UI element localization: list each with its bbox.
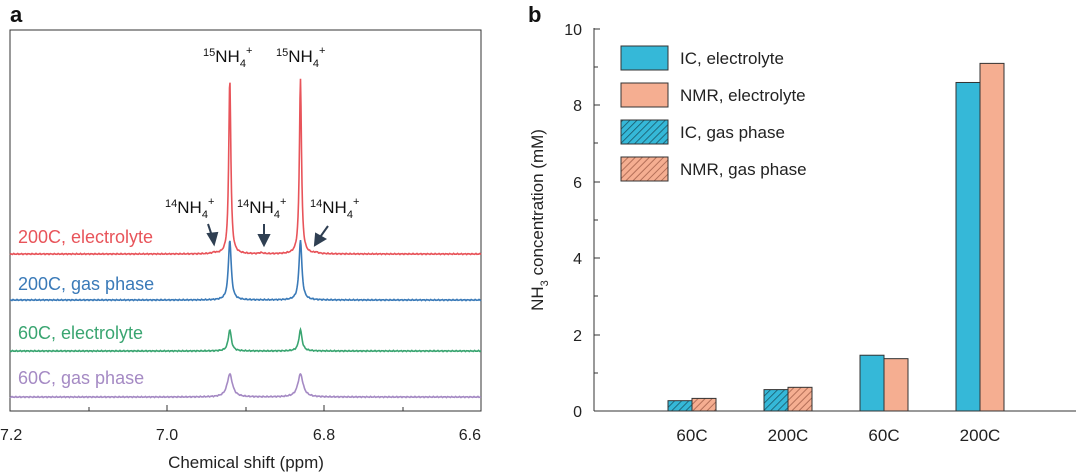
panel-b-ytick-0: 0 [573,404,582,421]
panel-b-xtick-60c-electrolyte: 60C [868,426,899,445]
legend-label-nmr-electrolyte: NMR, electrolyte [680,86,806,105]
legend-swatch-ic-gas-phase [620,119,669,145]
bar-nmr-gas-phase-200c [787,386,813,412]
peak-label-15nh4-left: 15NH4+ [203,45,252,70]
peak-label-14nh4-middle: 14NH4+ [237,196,286,221]
panel-a-xtick-6.6: 6.6 [459,427,481,444]
panel-a: a 200C, electrolyte 200C, gas phase 60C,… [0,2,482,472]
legend-label-nmr-gas-phase: NMR, gas phase [680,160,807,179]
peak-label-14nh4-left: 14NH4+ [165,196,214,221]
panel-a-xtick-6.8: 6.8 [313,427,335,444]
panel-b-ytick-10: 10 [564,22,582,39]
legend-label-ic-gas-phase: IC, gas phase [680,123,785,142]
bar-nmr-electrolyte-60c [883,358,909,412]
series-label-60c-gas-phase: 60C, gas phase [18,368,144,388]
panel-a-x-axis [9,405,482,411]
panel-b-xtick-200c-gas: 200C [768,426,809,445]
arrow-14nh4-left [206,223,219,247]
bar-group [667,62,1005,412]
bar-ic-gas-phase-200c [763,389,789,412]
panel-b-letter: b [528,2,541,27]
panel-b-xtick-60c-gas: 60C [676,426,707,445]
bar-nmr-electrolyte-200c [979,62,1005,412]
legend-swatch-nmr-electrolyte [620,82,669,108]
spectrum-line-60c-gas-phase [9,372,482,399]
panel-b-xtick-200c-electrolyte: 200C [960,426,1001,445]
panel-a-xlabel: Chemical shift (ppm) [168,453,324,472]
legend: IC, electrolyte NMR, electrolyte IC, gas… [620,45,807,182]
arrow-14nh4-right [313,225,329,247]
legend-swatch-ic-electrolyte [620,45,669,71]
panel-a-frame [9,29,482,412]
nmr-spectra [9,78,482,399]
spectrum-line-200c-electrolyte [9,78,482,256]
legend-label-ic-electrolyte: IC, electrolyte [680,49,784,68]
peak-label-14nh4-right: 14NH4+ [310,196,359,221]
panel-b-ytick-4: 4 [573,251,582,268]
panel-a-xtick-7.2: 7.2 [0,427,22,444]
panel-b-ylabel: NH3 concentration (mM) [528,129,551,311]
bar-ic-electrolyte-200c [955,81,981,412]
series-label-200c-gas-phase: 200C, gas phase [18,274,154,294]
peak-label-15nh4-right: 15NH4+ [276,45,325,70]
bar-ic-electrolyte-60c [859,354,885,412]
panel-b-ytick-8: 8 [573,98,582,115]
panel-a-letter: a [10,2,23,27]
series-label-200c-electrolyte: 200C, electrolyte [18,227,153,247]
panel-b-ytick-6: 6 [573,175,582,192]
series-label-60c-electrolyte: 60C, electrolyte [18,323,143,343]
legend-swatch-nmr-gas-phase [620,156,669,182]
panel-b: b 0 2 4 6 8 10 NH3 concentra [528,2,1076,445]
arrow-14nh4-middle [257,224,271,248]
bar-ic-gas-phase-60c [667,400,693,412]
panel-a-xtick-7.0: 7.0 [156,427,178,444]
panel-b-ytick-2: 2 [573,328,582,345]
spectrum-line-200c-gas-phase [9,240,482,302]
spectrum-line-60c-electrolyte [9,326,482,353]
bar-nmr-gas-phase-60c [691,397,717,412]
